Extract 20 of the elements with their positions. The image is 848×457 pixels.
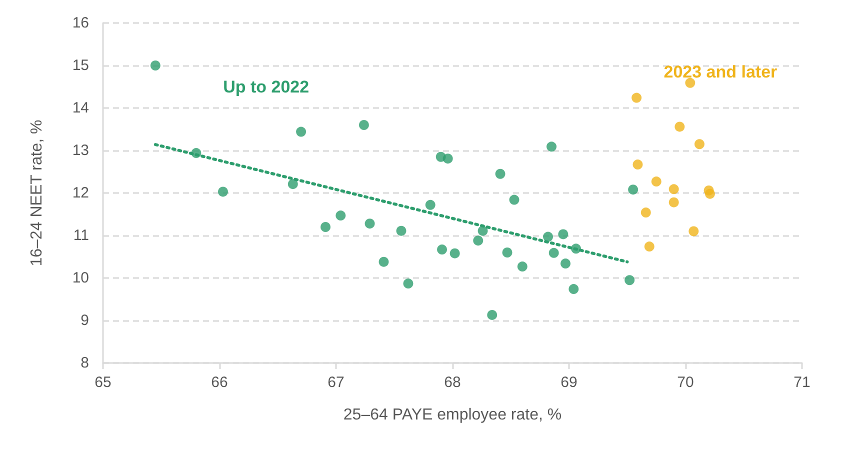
y-tick-label: 15 (72, 57, 89, 74)
x-tick-label: 67 (328, 374, 344, 391)
y-tick-label: 10 (72, 270, 89, 286)
y-tick-label: 11 (73, 227, 89, 244)
y-tick-label: 12 (72, 184, 89, 202)
x-tick-label: 66 (211, 374, 228, 391)
y-axis-title: 16–24 NEET rate, % (28, 120, 46, 266)
y-tick-label: 14 (72, 100, 89, 116)
y-tick-label: 16 (72, 14, 89, 32)
x-tick-label: 65 (94, 374, 112, 391)
y-tick-label: 8 (80, 354, 89, 372)
y-tick-label: 9 (80, 312, 89, 329)
x-tick-label: 70 (677, 374, 694, 391)
series-label: 2023 and later (664, 62, 778, 82)
x-tick-label: 71 (794, 374, 810, 391)
x-tick-label: 68 (444, 374, 461, 391)
x-axis-title: 25–64 PAYE employee rate, % (343, 406, 562, 424)
x-tick-label: 69 (560, 374, 578, 391)
series-label: Up to 2022 (223, 77, 310, 96)
y-tick-label: 13 (72, 142, 89, 159)
